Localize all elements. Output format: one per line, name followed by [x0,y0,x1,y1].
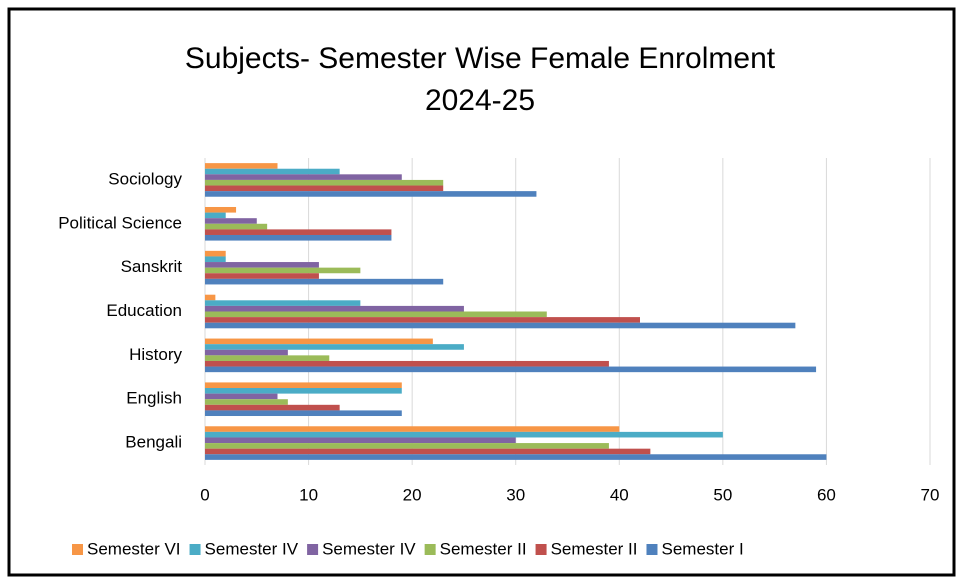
x-tick-label: 0 [200,485,209,504]
bar [205,305,464,312]
bar [205,399,288,405]
bar [205,174,402,180]
y-tick-label: Education [106,301,182,320]
bar [205,410,402,417]
x-tick-label: 40 [610,485,629,504]
bar [205,344,464,350]
bar [205,262,319,268]
y-tick-label: Sanskrit [121,257,183,276]
x-tick-label: 50 [713,485,732,504]
bar [205,393,278,400]
legend-swatch [307,544,319,555]
y-tick-label: History [129,345,182,364]
legend-label: Semester IV [322,539,416,558]
bar [205,273,319,279]
bar [205,234,392,241]
chart-title: 2024-25 [425,84,535,117]
x-tick-label: 30 [506,485,525,504]
bar [205,212,226,219]
bar [205,267,361,274]
bar [205,454,827,460]
bar [205,437,516,444]
bar [205,278,444,285]
legend-label: Semester IV [205,539,299,558]
bar [205,360,609,367]
bar [205,431,723,438]
y-tick-label: Political Science [58,213,182,232]
legend-label: Semester VI [87,539,181,558]
bar [205,168,340,175]
bar [205,191,537,197]
bar [205,317,640,323]
bar [205,404,340,411]
bar [205,185,444,192]
bar [205,256,226,263]
legend-swatch [189,544,201,555]
bar [205,388,402,394]
bar [205,163,278,169]
x-tick-label: 20 [403,485,422,504]
y-tick-label: English [126,389,182,408]
y-tick-label: Bengali [125,433,182,452]
bar [205,448,651,455]
bar [205,349,288,356]
bar [205,206,237,213]
chart-frame [7,7,956,577]
x-tick-label: 60 [817,485,836,504]
bar [205,218,257,224]
bar [205,366,817,373]
y-tick-label: Sociology [108,169,182,188]
x-tick-label: 70 [921,485,940,504]
legend-swatch [535,544,547,555]
legend-label: Semester II [551,539,638,558]
bar [205,311,547,318]
bar [205,300,361,306]
bar [205,322,796,329]
bar [205,250,226,257]
legend-swatch [424,544,436,555]
chart-title: Subjects- Semester Wise Female Enrolment [185,42,776,75]
x-tick-label: 10 [299,485,318,504]
bar [205,338,433,345]
bar [205,179,444,186]
bar [205,229,392,235]
bar [205,382,402,389]
legend-label: Semester I [661,539,743,558]
bar [205,294,216,301]
legend-label: Semester II [440,539,527,558]
bar [205,443,609,449]
legend-swatch [646,544,658,555]
legend-swatch [72,544,83,555]
bar [205,426,620,432]
bar [205,355,330,361]
bar [205,223,268,230]
